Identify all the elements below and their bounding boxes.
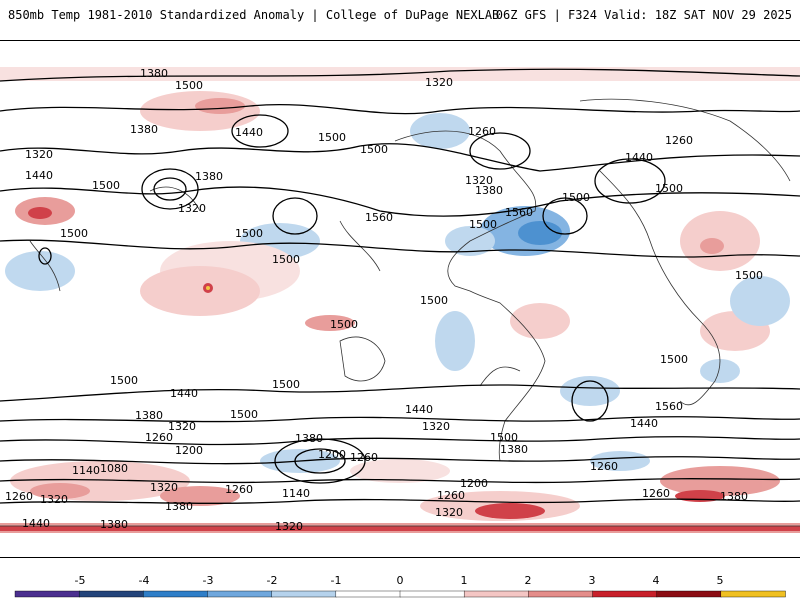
- contour-label: 1200: [175, 444, 203, 457]
- colorbar-segment: [720, 590, 786, 598]
- contour-label: 1260: [350, 451, 378, 464]
- colorbar: -5 -4 -3 -2 -1 0 1 2 3 4 5: [0, 570, 800, 600]
- contour-label: 1380: [165, 500, 193, 513]
- colorbar-tick-label: 5: [717, 574, 724, 587]
- map-svg: 1380 1320 1500 1260 1440 1500 1380 1500 …: [0, 67, 800, 533]
- colorbar-tick-label: 3: [589, 574, 596, 587]
- colorbar-tick-label: 4: [653, 574, 660, 587]
- contour-label: 1560: [505, 206, 533, 219]
- contour-label: 1140: [282, 487, 310, 500]
- contour-label: 1380: [475, 184, 503, 197]
- contour-label: 1320: [435, 506, 463, 519]
- map-title: 850mb Temp 1981-2010 Standardized Anomal…: [8, 8, 500, 22]
- contour-label: 1560: [655, 400, 683, 413]
- colorbar-segment: [78, 590, 145, 598]
- colorbar-svg: -5 -4 -3 -2 -1 0 1 2 3 4 5: [14, 574, 786, 598]
- contour-labels: 1380 1320 1500 1260 1440 1500 1380 1500 …: [5, 67, 763, 533]
- contour-label: 1500: [330, 318, 358, 331]
- colorbar-segment: [528, 590, 594, 598]
- contour-label: 1500: [490, 431, 518, 444]
- colorbar-segment: [463, 590, 530, 598]
- contour-label: 1320: [275, 520, 303, 533]
- contour-label: 1440: [235, 126, 263, 139]
- contour-label: 1500: [60, 227, 88, 240]
- contour-label: 1320: [168, 420, 196, 433]
- contour-label: 1260: [437, 489, 465, 502]
- contour-label: 1380: [135, 409, 163, 422]
- colorbar-segment: [399, 590, 465, 598]
- contour-label: 1320: [25, 148, 53, 161]
- contour-label: 1380: [500, 443, 528, 456]
- colorbar-tick-label: -3: [203, 574, 214, 587]
- colorbar-segment: [271, 590, 337, 598]
- contour-label: 1080: [100, 462, 128, 475]
- contour-label: 1140: [72, 464, 100, 477]
- contour-label: 1320: [178, 202, 206, 215]
- colorbar-segment: [14, 590, 80, 598]
- anomaly-map: 1380 1320 1500 1260 1440 1500 1380 1500 …: [0, 40, 800, 558]
- contour-label: 1500: [318, 131, 346, 144]
- height-contours: [0, 68, 800, 504]
- contour-label: 1440: [405, 403, 433, 416]
- colorbar-tick-label: -5: [75, 574, 86, 587]
- colorbar-segment: [592, 590, 658, 598]
- colorbar-tick-label: -2: [267, 574, 278, 587]
- model-run-info: 06Z GFS | F324 Valid: 18Z SAT NOV 29 202…: [495, 8, 792, 22]
- colorbar-tick-labels: -5 -4 -3 -2 -1 0 1 2 3 4 5: [75, 574, 724, 587]
- contour-label: 1260: [145, 431, 173, 444]
- contour-label: 1380: [100, 518, 128, 531]
- colorbar-tick-label: 1: [461, 574, 468, 587]
- contour-label: 1500: [110, 374, 138, 387]
- colorbar-segment: [335, 590, 401, 598]
- contour-label: 1440: [630, 417, 658, 430]
- contour-label: 1440: [625, 151, 653, 164]
- contour-label: 1440: [25, 169, 53, 182]
- colorbar-segments: [14, 590, 786, 598]
- contour-label: 1500: [562, 191, 590, 204]
- colorbar-segment: [143, 590, 209, 598]
- contour-label: 1500: [272, 378, 300, 391]
- colorbar-tick-label: 0: [397, 574, 404, 587]
- contour-label: 1320: [150, 481, 178, 494]
- contour-label: 1380: [130, 123, 158, 136]
- contour-label: 1500: [735, 269, 763, 282]
- contour-label: 1320: [425, 76, 453, 89]
- contour-label: 1500: [175, 79, 203, 92]
- colorbar-tick-label: 2: [525, 574, 532, 587]
- contour-label: 1320: [40, 493, 68, 506]
- contour-label: 1260: [642, 487, 670, 500]
- contour-label: 1260: [468, 125, 496, 138]
- coastlines: [0, 98, 800, 527]
- contour-label: 1500: [469, 218, 497, 231]
- contour-label: 1260: [5, 490, 33, 503]
- colorbar-tick-label: -4: [139, 574, 150, 587]
- contour-label: 1440: [170, 387, 198, 400]
- contour-label: 1320: [422, 420, 450, 433]
- contour-label: 1260: [665, 134, 693, 147]
- contour-label: 1500: [92, 179, 120, 192]
- contour-label: 1500: [420, 294, 448, 307]
- colorbar-tick-label: -1: [331, 574, 342, 587]
- colorbar-segment: [207, 590, 273, 598]
- contour-label: 1560: [365, 211, 393, 224]
- contour-label: 1380: [195, 170, 223, 183]
- contour-label: 1260: [225, 483, 253, 496]
- contour-label: 1380: [295, 432, 323, 445]
- contour-label: 1200: [460, 477, 488, 490]
- contour-label: 1260: [590, 460, 618, 473]
- contour-label: 1320: [465, 174, 493, 187]
- contour-label: 1500: [660, 353, 688, 366]
- contour-label: 1500: [655, 182, 683, 195]
- contour-label: 1200: [318, 448, 346, 461]
- header: 850mb Temp 1981-2010 Standardized Anomal…: [0, 0, 800, 30]
- contour-label: 1500: [360, 143, 388, 156]
- contour-label: 1380: [720, 490, 748, 503]
- contour-label: 1440: [22, 517, 50, 530]
- contour-label: 1500: [230, 408, 258, 421]
- contour-label: 1500: [272, 253, 300, 266]
- contour-label: 1380: [140, 67, 168, 80]
- colorbar-segment: [656, 590, 722, 598]
- contour-label: 1500: [235, 227, 263, 240]
